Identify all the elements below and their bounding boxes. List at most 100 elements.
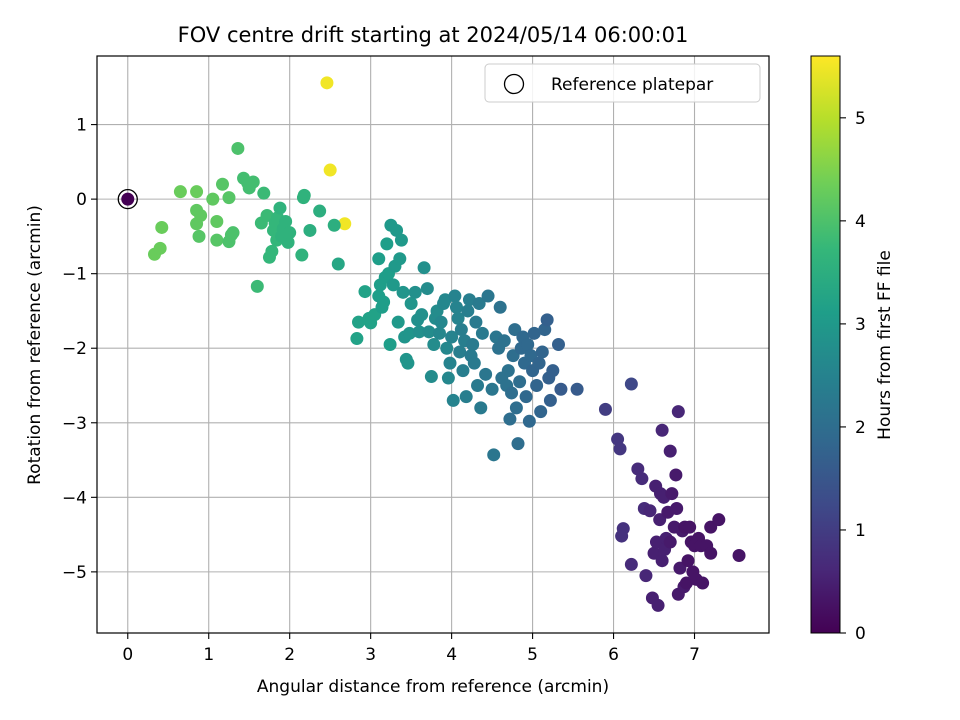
legend-marker [503, 73, 525, 95]
data-point [121, 192, 135, 206]
data-point [173, 185, 187, 199]
data-point [453, 345, 467, 359]
data-point [226, 226, 240, 240]
x-tick-label: 7 [689, 645, 700, 665]
data-point [404, 296, 418, 310]
data-point [551, 338, 565, 351]
data-point [434, 315, 448, 329]
x-tick-label: 3 [365, 645, 376, 665]
data-point [331, 257, 345, 271]
x-tick-label: 5 [527, 645, 538, 665]
data-point [534, 405, 548, 419]
data-point [432, 326, 446, 340]
data-point [443, 356, 457, 370]
data-point [511, 437, 525, 451]
data-point [493, 300, 507, 314]
data-point [635, 472, 649, 486]
data-point [390, 223, 404, 237]
data-point [497, 334, 511, 348]
data-point [532, 356, 546, 370]
data-point [377, 295, 391, 309]
data-point [683, 520, 697, 534]
data-point [323, 163, 337, 177]
data-point [320, 76, 334, 90]
data-point [546, 364, 560, 378]
data-point [651, 598, 665, 612]
data-point [449, 300, 463, 314]
colorbar-tick-label: 0 [855, 624, 866, 644]
data-point [503, 412, 517, 426]
data-point [543, 393, 557, 407]
data-point [469, 315, 483, 329]
data-point [273, 201, 287, 215]
data-point [613, 442, 627, 456]
data-point [519, 390, 533, 404]
legend-box [484, 63, 761, 103]
y-tick-label: −1 [62, 265, 87, 285]
colorbar [810, 55, 841, 634]
data-point [471, 379, 485, 393]
data-point [639, 569, 653, 583]
data-point [380, 237, 394, 251]
data-point [401, 356, 415, 370]
chart-title: FOV centre drift starting at 2024/05/14 … [178, 23, 689, 47]
data-point [671, 405, 685, 419]
colorbar-ticks: 0 1 2 3 4 5 [840, 109, 866, 644]
data-point [643, 504, 657, 518]
data-point [427, 338, 441, 351]
x-axis-ticks: 0 1 2 3 4 5 6 7 [122, 633, 700, 665]
data-point [527, 326, 541, 340]
data-point [420, 282, 434, 296]
data-point [681, 554, 695, 568]
data-point [396, 285, 410, 299]
data-point [440, 341, 454, 355]
data-point [155, 220, 169, 234]
colorbar-tick-label: 5 [855, 109, 866, 129]
colorbar-tick-label: 2 [855, 418, 866, 438]
data-point [265, 244, 279, 258]
reference-platepar-marker [117, 188, 138, 210]
data-point [655, 554, 669, 568]
data-point [454, 323, 468, 337]
data-point [391, 315, 405, 329]
legend: Reference platepar [484, 63, 761, 103]
data-point [522, 414, 536, 428]
data-points [121, 76, 746, 612]
data-point [441, 371, 455, 385]
data-point [192, 229, 206, 243]
data-point [456, 364, 470, 378]
colorbar-tick-label: 4 [855, 212, 866, 232]
data-point [446, 393, 460, 407]
data-point [386, 278, 400, 292]
x-tick-label: 0 [122, 645, 133, 665]
y-tick-label: 0 [76, 190, 87, 210]
data-point [669, 468, 683, 482]
data-point [210, 233, 224, 247]
x-tick-label: 4 [446, 645, 457, 665]
data-point [190, 217, 204, 231]
data-point [153, 241, 167, 255]
colorbar-tick-label: 3 [855, 315, 866, 335]
data-point [303, 223, 317, 237]
data-point [352, 315, 366, 329]
data-point [474, 401, 488, 415]
y-tick-label: −3 [62, 414, 87, 434]
data-point [283, 226, 297, 240]
y-axis-ticks: 1 0 −1 −2 −3 −4 −5 [62, 116, 97, 583]
x-axis-label: Angular distance from reference (arcmin) [257, 677, 609, 697]
data-point [466, 338, 480, 351]
data-point [461, 304, 475, 318]
data-point [554, 382, 568, 396]
data-point [383, 338, 397, 351]
data-point [696, 576, 710, 590]
y-tick-label: −5 [62, 563, 87, 583]
data-point [190, 185, 204, 199]
data-point [663, 444, 677, 458]
data-point [624, 377, 638, 391]
data-point [530, 379, 544, 393]
y-tick-label: 1 [76, 116, 87, 136]
data-point [665, 487, 679, 501]
data-point [408, 285, 422, 299]
data-point [521, 338, 535, 351]
